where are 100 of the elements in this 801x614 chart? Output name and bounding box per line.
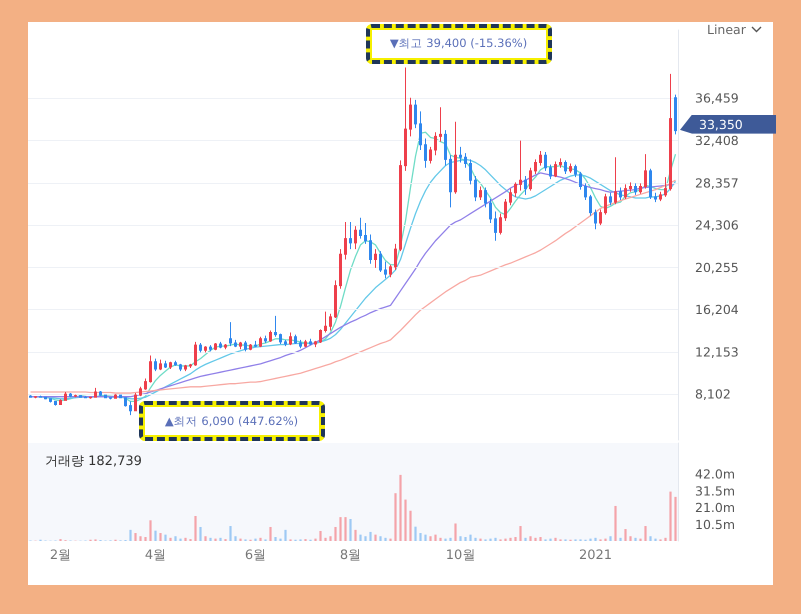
candlestick (459, 146, 462, 163)
candlestick (124, 396, 127, 408)
bar (649, 536, 652, 541)
y-tick-label: 16,204 (695, 302, 739, 318)
candlestick (29, 394, 32, 398)
bar (539, 537, 542, 541)
candlestick (59, 398, 62, 406)
candlestick (539, 150, 542, 166)
candlestick (119, 394, 122, 399)
candlestick (94, 387, 97, 398)
candlestick (509, 188, 512, 206)
candlestick (99, 390, 102, 397)
candlestick (39, 395, 42, 398)
bar (129, 530, 132, 541)
candlestick (609, 192, 612, 206)
candlestick (314, 340, 317, 348)
bar (674, 496, 677, 541)
highlight-frame: ▼최고 39,400 (-15.36%) (366, 24, 552, 64)
candlestick (309, 338, 312, 346)
candlestick (534, 158, 537, 174)
candlestick (144, 378, 147, 390)
candlestick (369, 234, 372, 264)
candlestick (109, 396, 112, 400)
candlestick (574, 164, 577, 178)
candlestick (154, 358, 157, 372)
candlestick (589, 194, 592, 216)
bar (394, 493, 397, 541)
candlestick (554, 160, 557, 178)
candlestick (334, 280, 337, 318)
candlestick (159, 359, 162, 371)
candlestick (559, 158, 562, 168)
candlestick (84, 396, 87, 399)
candlestick (479, 186, 482, 201)
candlestick (224, 344, 227, 350)
bar (229, 526, 232, 541)
candlestick (519, 140, 522, 192)
candlestick (444, 130, 447, 166)
candlestick (584, 182, 587, 201)
candlestick (354, 226, 357, 250)
candlestick (34, 396, 37, 399)
bar (614, 506, 617, 541)
candlestick (524, 176, 527, 196)
candlestick (304, 339, 307, 348)
candlestick (319, 328, 322, 344)
bar (424, 534, 427, 541)
candlestick (199, 342, 202, 353)
candlestick (249, 344, 252, 351)
candlestick (494, 211, 497, 242)
bar (144, 537, 147, 541)
text: 거래량 182,739 (45, 454, 142, 469)
bar (629, 536, 632, 541)
candlestick (279, 333, 282, 345)
bar (609, 536, 612, 541)
candlestick (234, 339, 237, 348)
candlestick (484, 187, 487, 208)
bar (369, 532, 372, 541)
candlestick (599, 208, 602, 226)
bar (529, 536, 532, 541)
candlestick (624, 184, 627, 200)
candlestick (449, 154, 452, 208)
candlestick (164, 360, 167, 369)
candlestick (439, 106, 442, 142)
bar (429, 536, 432, 541)
candlestick (219, 341, 222, 349)
candlestick (629, 182, 632, 192)
candlestick (544, 152, 547, 172)
candlestick (364, 222, 367, 244)
bar (454, 523, 457, 541)
candlestick (384, 261, 387, 279)
candlestick (189, 363, 192, 369)
candlestick (339, 248, 342, 290)
bar (329, 536, 332, 541)
candlestick (649, 168, 652, 200)
bar (339, 517, 342, 541)
bar (154, 530, 157, 541)
y-tick-label: 20,255 (695, 260, 739, 275)
candlestick (254, 340, 257, 348)
candlestick (464, 152, 467, 168)
y-tick-label: 32,408 (695, 133, 739, 148)
bar (419, 533, 422, 541)
candlestick (229, 322, 232, 347)
candlestick (409, 97, 412, 137)
bar (379, 536, 382, 541)
candlestick (419, 110, 422, 150)
candlestick (299, 339, 302, 349)
y-tick-label: 8,102 (695, 386, 731, 402)
candlestick (614, 156, 617, 205)
candlestick (69, 392, 72, 398)
candlestick (274, 315, 277, 338)
candlestick (259, 336, 262, 348)
candlestick (289, 332, 292, 346)
candlestick (529, 167, 532, 192)
candlestick (169, 361, 172, 370)
candlestick (374, 248, 377, 268)
bar (139, 536, 142, 541)
bar (624, 529, 627, 541)
candlestick (549, 164, 552, 180)
candlestick (469, 158, 472, 185)
bar (134, 533, 137, 541)
candlestick (44, 396, 47, 400)
